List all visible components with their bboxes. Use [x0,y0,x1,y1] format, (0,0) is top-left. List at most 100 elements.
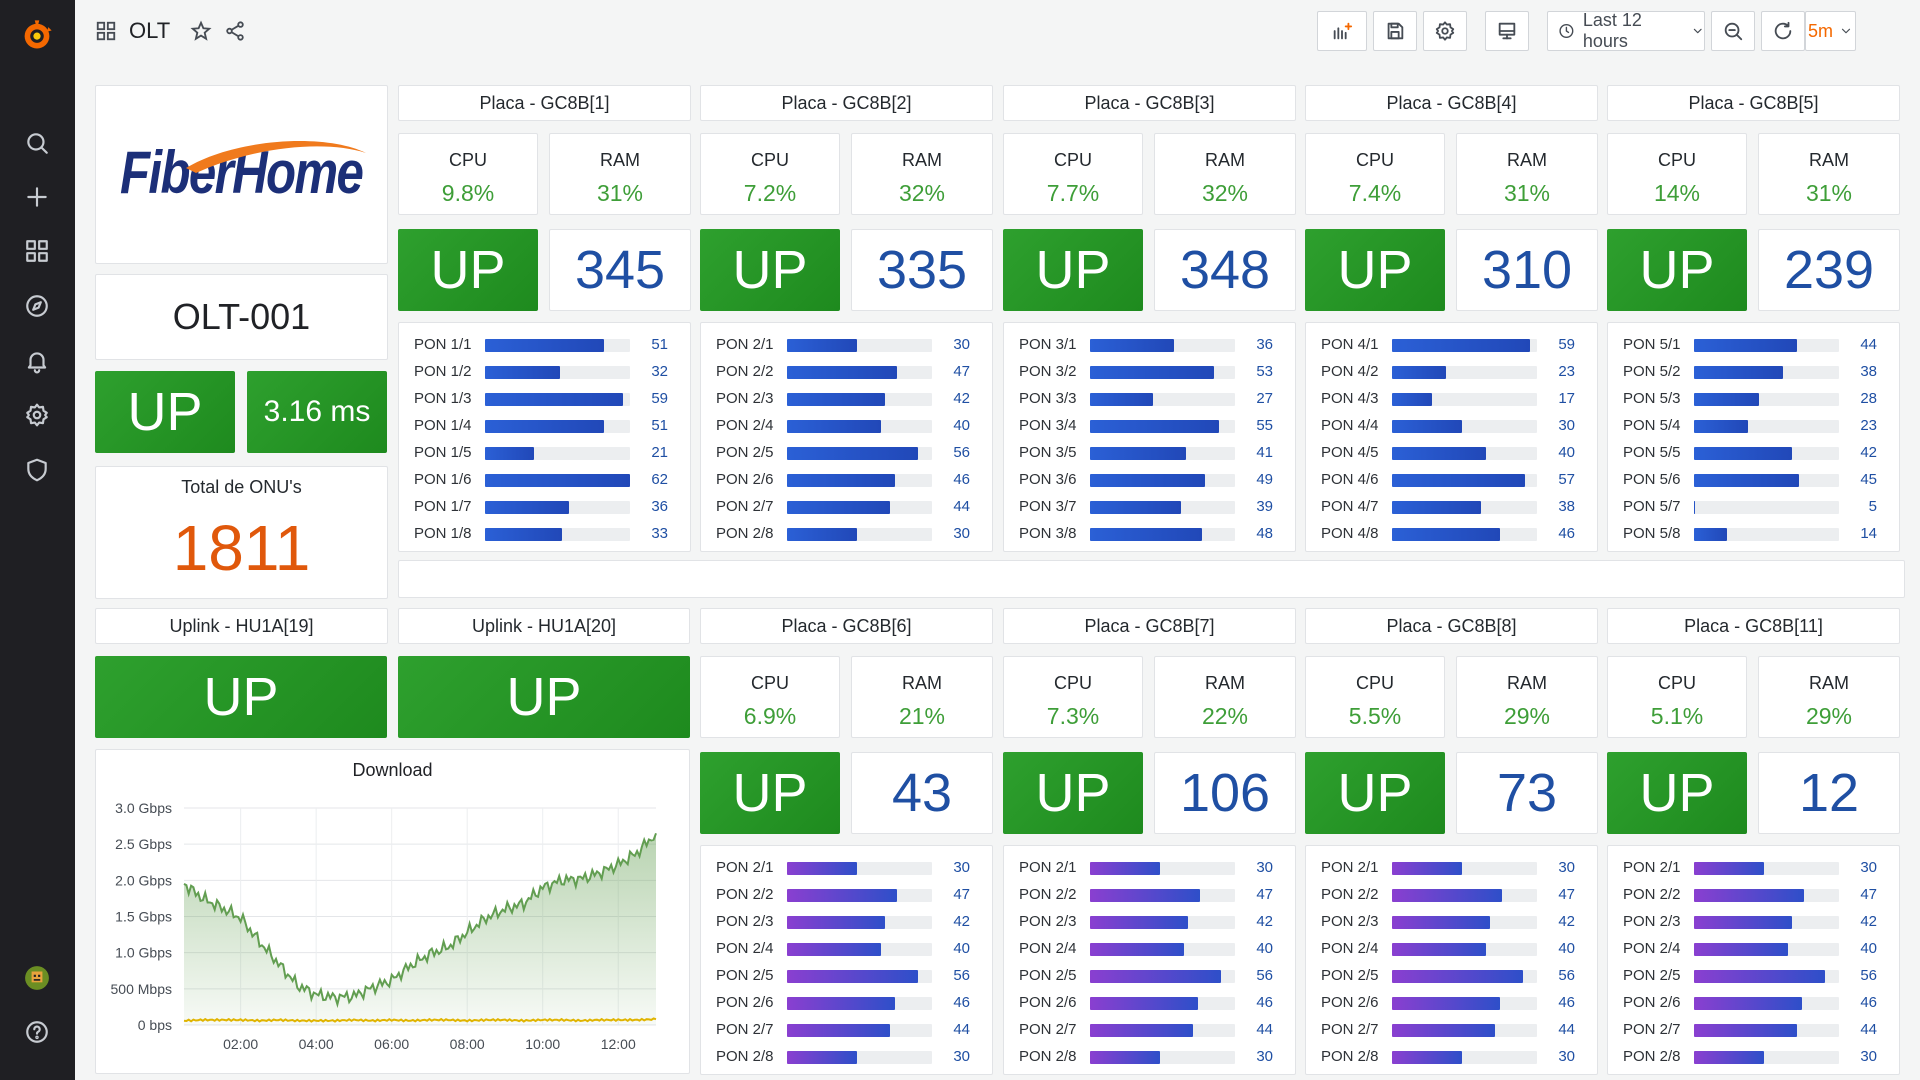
pon-row[interactable]: PON 2/6 46 [701,468,992,490]
grafana-logo-icon[interactable] [18,16,56,54]
pon-row[interactable]: PON 2/2 47 [701,360,992,382]
pon-row[interactable]: PON 2/2 47 [1608,883,1899,905]
search-icon[interactable] [22,128,52,158]
download-series-line[interactable] [183,832,657,1009]
share-icon[interactable] [224,20,246,42]
pon-row[interactable]: PON 2/4 40 [1608,937,1899,959]
star-icon[interactable] [190,20,212,42]
pon-row[interactable]: PON 2/2 47 [701,883,992,905]
pon-row[interactable]: PON 4/8 46 [1306,522,1597,544]
pon-row[interactable]: PON 2/3 42 [1306,910,1597,932]
pon-row[interactable]: PON 5/4 23 [1608,414,1899,436]
pon-row[interactable]: PON 5/7 5 [1608,495,1899,517]
pon-row[interactable]: PON 2/7 44 [701,495,992,517]
pon-label: PON 4/4 [1321,417,1379,434]
pon-row[interactable]: PON 2/1 30 [701,333,992,355]
add-panel-button[interactable] [1317,11,1367,51]
download-chart-panel[interactable]: Download 0 bps 500 Mbps 1.0 Gbps 1.5 Gbps 2.… [95,749,690,1074]
secondary-series-line[interactable] [183,1017,657,1023]
pon-row[interactable]: PON 1/5 21 [399,441,690,463]
card-onu-count: 239 [1758,229,1900,311]
pon-row[interactable]: PON 2/8 30 [1608,1045,1899,1067]
pon-row[interactable]: PON 2/2 47 [1004,883,1295,905]
pon-row[interactable]: PON 2/1 30 [1608,856,1899,878]
pon-row[interactable]: PON 2/3 42 [1608,910,1899,932]
pon-row[interactable]: PON 4/7 38 [1306,495,1597,517]
pon-row[interactable]: PON 2/5 56 [701,964,992,986]
x-tick-label: 04:00 [299,1036,334,1052]
view-mode-button[interactable] [1485,11,1529,51]
refresh-button[interactable] [1761,11,1805,51]
pon-row[interactable]: PON 2/1 30 [1306,856,1597,878]
help-icon[interactable] [22,1017,52,1047]
time-range-picker[interactable]: Last 12 hours [1547,10,1705,51]
pon-row[interactable]: PON 1/3 59 [399,387,690,409]
pon-row[interactable]: PON 1/4 51 [399,414,690,436]
pon-row[interactable]: PON 1/2 32 [399,360,690,382]
pon-row[interactable]: PON 2/5 56 [1608,964,1899,986]
settings-icon[interactable] [22,400,52,430]
dashboards-icon[interactable] [22,236,52,266]
pon-row[interactable]: PON 5/8 14 [1608,522,1899,544]
pon-row[interactable]: PON 3/6 49 [1004,468,1295,490]
pon-row[interactable]: PON 3/4 55 [1004,414,1295,436]
pon-row[interactable]: PON 2/4 40 [1004,937,1295,959]
pon-row[interactable]: PON 5/3 28 [1608,387,1899,409]
save-dashboard-button[interactable] [1373,11,1417,51]
pon-row[interactable]: PON 2/6 46 [1608,991,1899,1013]
plus-icon[interactable] [22,182,52,212]
pon-row[interactable]: PON 2/6 46 [701,991,992,1013]
avatar[interactable] [22,963,52,993]
download-chart[interactable]: 0 bps 500 Mbps 1.0 Gbps 1.5 Gbps 2.0 Gbps 2.5… [96,750,690,1074]
pon-row[interactable]: PON 1/1 51 [399,333,690,355]
pon-row[interactable]: PON 2/7 44 [701,1018,992,1040]
refresh-interval-picker[interactable]: 5m [1805,11,1856,51]
pon-row[interactable]: PON 2/7 44 [1306,1018,1597,1040]
dashboard-settings-button[interactable] [1423,11,1467,51]
pon-row[interactable]: PON 5/1 44 [1608,333,1899,355]
pon-row[interactable]: PON 5/6 45 [1608,468,1899,490]
pon-row[interactable]: PON 2/5 56 [701,441,992,463]
pon-row[interactable]: PON 5/5 42 [1608,441,1899,463]
pon-row[interactable]: PON 2/8 30 [1306,1045,1597,1067]
pon-row[interactable]: PON 2/8 30 [701,1045,992,1067]
pon-row[interactable]: PON 2/1 30 [701,856,992,878]
pon-row[interactable]: PON 2/5 56 [1306,964,1597,986]
pon-row[interactable]: PON 2/3 42 [1004,910,1295,932]
pon-row[interactable]: PON 1/8 33 [399,522,690,544]
pon-row[interactable]: PON 2/8 30 [1004,1045,1295,1067]
pon-row[interactable]: PON 2/8 30 [701,522,992,544]
pon-row[interactable]: PON 3/8 48 [1004,522,1295,544]
shield-icon[interactable] [22,455,52,485]
dashboard-title[interactable]: OLT [129,18,171,43]
pon-row[interactable]: PON 4/4 30 [1306,414,1597,436]
pon-row[interactable]: PON 2/5 56 [1004,964,1295,986]
pon-row[interactable]: PON 4/3 17 [1306,387,1597,409]
pon-row[interactable]: PON 2/4 40 [701,937,992,959]
pon-row[interactable]: PON 2/2 47 [1306,883,1597,905]
pon-row[interactable]: PON 2/4 40 [701,414,992,436]
pon-row[interactable]: PON 3/3 27 [1004,387,1295,409]
alerting-icon[interactable] [22,346,52,376]
pon-row[interactable]: PON 2/6 46 [1306,991,1597,1013]
explore-icon[interactable] [22,291,52,321]
pon-row[interactable]: PON 3/5 41 [1004,441,1295,463]
pon-row[interactable]: PON 4/6 57 [1306,468,1597,490]
pon-row[interactable]: PON 2/6 46 [1004,991,1295,1013]
pon-row[interactable]: PON 4/1 59 [1306,333,1597,355]
pon-row[interactable]: PON 4/5 40 [1306,441,1597,463]
pon-row[interactable]: PON 2/7 44 [1608,1018,1899,1040]
pon-row[interactable]: PON 3/2 53 [1004,360,1295,382]
pon-row[interactable]: PON 3/1 36 [1004,333,1295,355]
pon-row[interactable]: PON 4/2 23 [1306,360,1597,382]
pon-row[interactable]: PON 1/6 62 [399,468,690,490]
zoom-out-button[interactable] [1711,11,1755,51]
pon-row[interactable]: PON 2/7 44 [1004,1018,1295,1040]
pon-row[interactable]: PON 2/4 40 [1306,937,1597,959]
pon-row[interactable]: PON 2/3 42 [701,387,992,409]
pon-row[interactable]: PON 2/3 42 [701,910,992,932]
pon-row[interactable]: PON 2/1 30 [1004,856,1295,878]
pon-row[interactable]: PON 1/7 36 [399,495,690,517]
pon-row[interactable]: PON 3/7 39 [1004,495,1295,517]
pon-row[interactable]: PON 5/2 38 [1608,360,1899,382]
